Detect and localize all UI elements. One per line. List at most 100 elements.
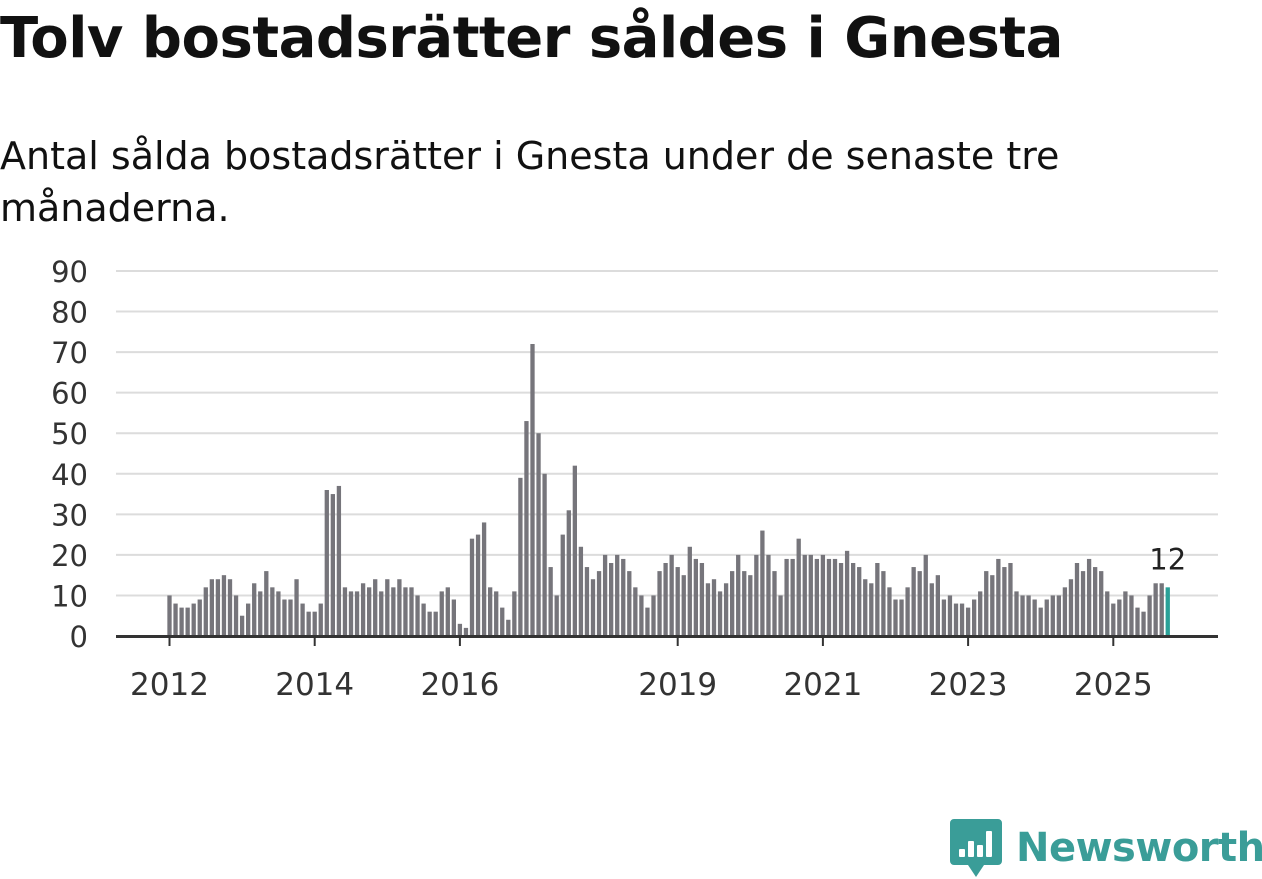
bar bbox=[681, 575, 686, 636]
bar bbox=[488, 587, 493, 636]
bar bbox=[1044, 599, 1049, 636]
bar bbox=[615, 554, 620, 636]
bar bbox=[167, 595, 172, 636]
bar bbox=[996, 558, 1001, 636]
bar bbox=[233, 595, 239, 636]
bar bbox=[651, 595, 656, 636]
y-tick-label: 70 bbox=[51, 336, 88, 370]
bar bbox=[657, 571, 662, 636]
bar bbox=[820, 554, 826, 636]
bar bbox=[288, 599, 293, 636]
bar bbox=[518, 477, 523, 636]
bar bbox=[512, 591, 517, 636]
bar bbox=[1032, 599, 1037, 636]
bar bbox=[185, 607, 190, 636]
bar bbox=[421, 603, 426, 636]
bar bbox=[354, 591, 360, 636]
bar bbox=[391, 587, 396, 636]
bar bbox=[209, 579, 214, 636]
last-value-label: 12 bbox=[1149, 542, 1186, 576]
x-tick-label: 2021 bbox=[783, 667, 862, 703]
bar bbox=[1014, 591, 1019, 636]
bar bbox=[282, 599, 287, 636]
bar bbox=[554, 595, 559, 636]
bar bbox=[300, 603, 305, 636]
bar bbox=[524, 421, 529, 636]
bar bbox=[1086, 558, 1092, 636]
bar bbox=[978, 591, 983, 636]
y-tick-label: 80 bbox=[51, 296, 88, 330]
x-tick-label: 2019 bbox=[638, 667, 717, 703]
bar bbox=[796, 538, 801, 636]
bar bbox=[947, 595, 953, 636]
bar bbox=[179, 607, 184, 636]
bar bbox=[935, 575, 940, 636]
bar bbox=[717, 591, 723, 636]
bar bbox=[294, 579, 299, 636]
bar bbox=[397, 579, 402, 636]
bar bbox=[270, 587, 275, 636]
bar bbox=[760, 530, 765, 636]
bar bbox=[844, 550, 850, 636]
bar bbox=[784, 558, 789, 636]
newsworthy-logo-icon bbox=[950, 819, 1002, 877]
bar bbox=[379, 591, 384, 636]
bar bbox=[590, 579, 596, 636]
bar bbox=[1123, 591, 1128, 636]
bar bbox=[1080, 571, 1086, 636]
bar bbox=[324, 490, 329, 636]
bar bbox=[360, 583, 366, 636]
bar bbox=[917, 571, 922, 636]
bar bbox=[772, 571, 777, 636]
bar bbox=[227, 579, 233, 636]
bar bbox=[965, 607, 971, 636]
bar bbox=[929, 583, 934, 636]
y-tick-label: 10 bbox=[51, 579, 88, 613]
bar bbox=[1105, 591, 1110, 636]
bar bbox=[500, 607, 505, 636]
bar-highlight bbox=[1165, 587, 1170, 636]
bar bbox=[385, 579, 390, 636]
bar bbox=[669, 554, 674, 636]
bar bbox=[312, 611, 317, 636]
bar bbox=[802, 554, 807, 636]
bar bbox=[246, 603, 251, 636]
bar bbox=[367, 587, 372, 636]
bar bbox=[675, 567, 680, 636]
bar bbox=[221, 575, 227, 636]
bar bbox=[723, 583, 729, 636]
bar bbox=[330, 494, 335, 636]
bar bbox=[1159, 583, 1164, 636]
x-axis-ticks: 2012 2014 2016 2019 2021 2023 2025 bbox=[130, 636, 1153, 703]
y-tick-label: 50 bbox=[51, 417, 88, 451]
bar bbox=[941, 599, 947, 636]
bar bbox=[748, 575, 753, 636]
y-tick-label: 30 bbox=[51, 498, 88, 532]
bar bbox=[953, 603, 959, 636]
bar bbox=[536, 433, 541, 636]
bar bbox=[427, 611, 432, 636]
bar bbox=[342, 587, 348, 636]
bar bbox=[663, 563, 668, 636]
bar bbox=[542, 473, 547, 636]
bar bbox=[778, 595, 783, 636]
bar bbox=[857, 567, 862, 636]
bar bbox=[258, 591, 263, 636]
bar bbox=[893, 599, 898, 636]
bar bbox=[814, 558, 819, 636]
bar bbox=[475, 534, 481, 636]
bar bbox=[506, 619, 511, 636]
bar bbox=[203, 587, 208, 636]
bar bbox=[699, 563, 705, 636]
bar bbox=[439, 591, 444, 636]
bar bbox=[887, 587, 892, 636]
bar bbox=[1074, 563, 1080, 636]
bar bbox=[972, 599, 977, 636]
y-tick-label: 60 bbox=[51, 377, 88, 411]
gridlines bbox=[116, 270, 1218, 597]
bar bbox=[1056, 595, 1061, 636]
bar bbox=[1026, 595, 1031, 636]
bar bbox=[566, 510, 571, 636]
bar bbox=[790, 558, 795, 636]
